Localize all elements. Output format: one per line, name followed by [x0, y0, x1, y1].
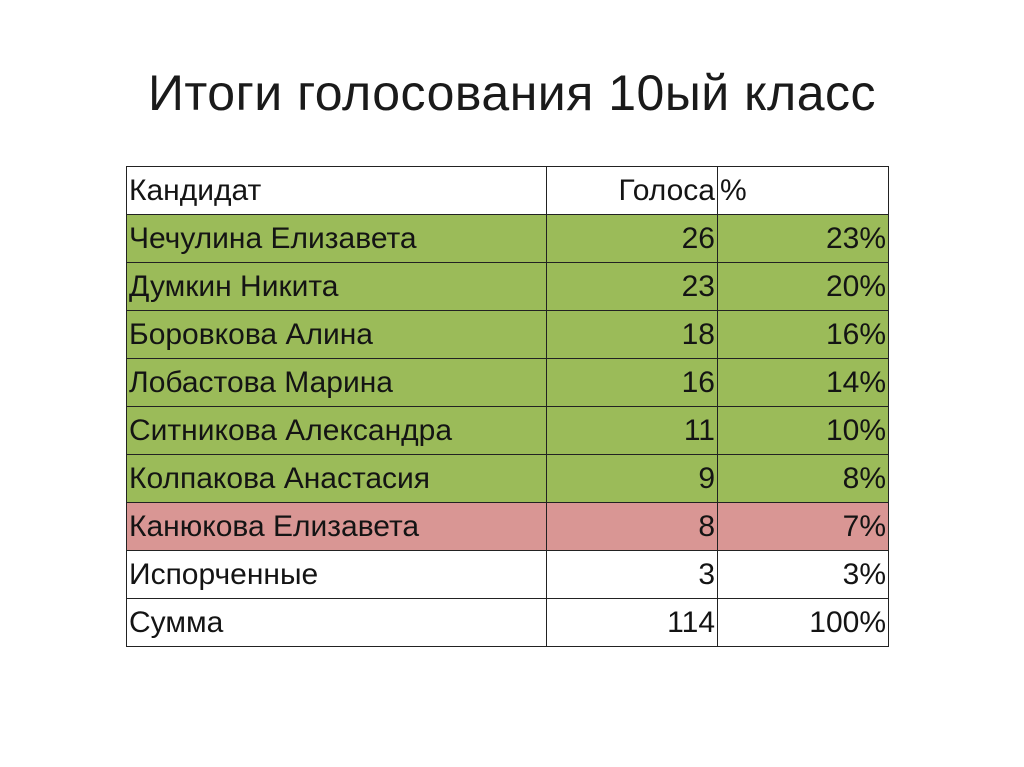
- vote-count: 9: [546, 454, 718, 503]
- header-candidate: Кандидат: [126, 166, 547, 215]
- header-percent: %: [717, 166, 889, 215]
- table-row: Ситникова Александра 11 10%: [126, 406, 889, 455]
- table-row: Чечулина Елизавета 26 23%: [126, 214, 889, 263]
- candidate-name: Чечулина Елизавета: [126, 214, 547, 263]
- vote-count: 23: [546, 262, 718, 311]
- vote-count: 8: [546, 502, 718, 551]
- candidate-name: Колпакова Анастасия: [126, 454, 547, 503]
- table-row: Канюкова Елизавета 8 7%: [126, 502, 889, 551]
- candidate-name: Канюкова Елизавета: [126, 502, 547, 551]
- total-votes: 114: [546, 598, 718, 647]
- table-row: Лобастова Марина 16 14%: [126, 358, 889, 407]
- candidate-name: Боровкова Алина: [126, 310, 547, 359]
- slide-title: Итоги голосования 10ый класс: [147, 65, 876, 121]
- vote-percent: 3%: [717, 550, 889, 599]
- vote-percent: 14%: [717, 358, 889, 407]
- table-header-row: Кандидат Голоса %: [126, 166, 889, 215]
- vote-percent: 7%: [717, 502, 889, 551]
- vote-count: 26: [546, 214, 718, 263]
- total-row: Сумма 114 100%: [126, 598, 889, 647]
- results-table: Кандидат Голоса % Чечулина Елизавета 26 …: [126, 166, 889, 647]
- total-label: Сумма: [126, 598, 547, 647]
- candidate-name: Думкин Никита: [126, 262, 547, 311]
- candidate-name: Ситникова Александра: [126, 406, 547, 455]
- table-row: Думкин Никита 23 20%: [126, 262, 889, 311]
- table-row: Колпакова Анастасия 9 8%: [126, 454, 889, 503]
- header-votes: Голоса: [546, 166, 718, 215]
- table-row: Испорченные 3 3%: [126, 550, 889, 599]
- vote-percent: 10%: [717, 406, 889, 455]
- spoiled-label: Испорченные: [126, 550, 547, 599]
- vote-percent: 20%: [717, 262, 889, 311]
- vote-count: 18: [546, 310, 718, 359]
- vote-percent: 23%: [717, 214, 889, 263]
- vote-count: 16: [546, 358, 718, 407]
- vote-percent: 8%: [717, 454, 889, 503]
- vote-count: 11: [546, 406, 718, 455]
- table-row: Боровкова Алина 18 16%: [126, 310, 889, 359]
- total-percent: 100%: [717, 598, 889, 647]
- candidate-name: Лобастова Марина: [126, 358, 547, 407]
- vote-count: 3: [546, 550, 718, 599]
- vote-percent: 16%: [717, 310, 889, 359]
